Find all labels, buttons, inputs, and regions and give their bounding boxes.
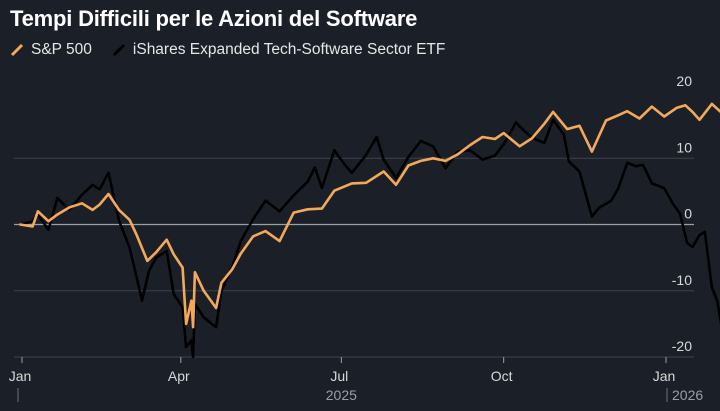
- legend-swatch-sp500: [10, 43, 24, 57]
- x-tick-label-4: Jan: [653, 368, 676, 384]
- y-tick-label-0: 0: [684, 206, 692, 222]
- legend-label-software-etf: iShares Expanded Tech-Software Sector ET…: [132, 41, 446, 58]
- x-tick-label-0: Jan: [9, 368, 32, 384]
- legend-label-sp500: S&P 500: [31, 41, 92, 58]
- legend-swatch-software-etf: [112, 43, 125, 57]
- x-tick-label-3: Oct: [491, 368, 513, 384]
- series-line-software-etf: [18, 118, 720, 359]
- y-tick-label--10: -10: [672, 272, 692, 288]
- year-label-2025: 2025: [326, 387, 357, 403]
- legend-item-software-etf: iShares Expanded Tech-Software Sector ET…: [112, 41, 445, 59]
- y-tick-label-10: 10: [676, 139, 692, 155]
- x-tick-label-1: Apr: [168, 368, 190, 384]
- year-label-2026: 2026: [672, 387, 703, 403]
- legend-item-sp500: S&P 500: [10, 41, 92, 59]
- x-tick-label-2: Jul: [330, 368, 348, 384]
- series-line-sp500: [18, 102, 720, 329]
- y-tick-label-20: 20: [676, 73, 692, 89]
- chart-title: Tempi Difficili per le Azioni del Softwa…: [10, 6, 418, 31]
- y-tick-label--20: -20: [672, 338, 692, 354]
- legend: S&P 500 iShares Expanded Tech-Software S…: [10, 41, 465, 59]
